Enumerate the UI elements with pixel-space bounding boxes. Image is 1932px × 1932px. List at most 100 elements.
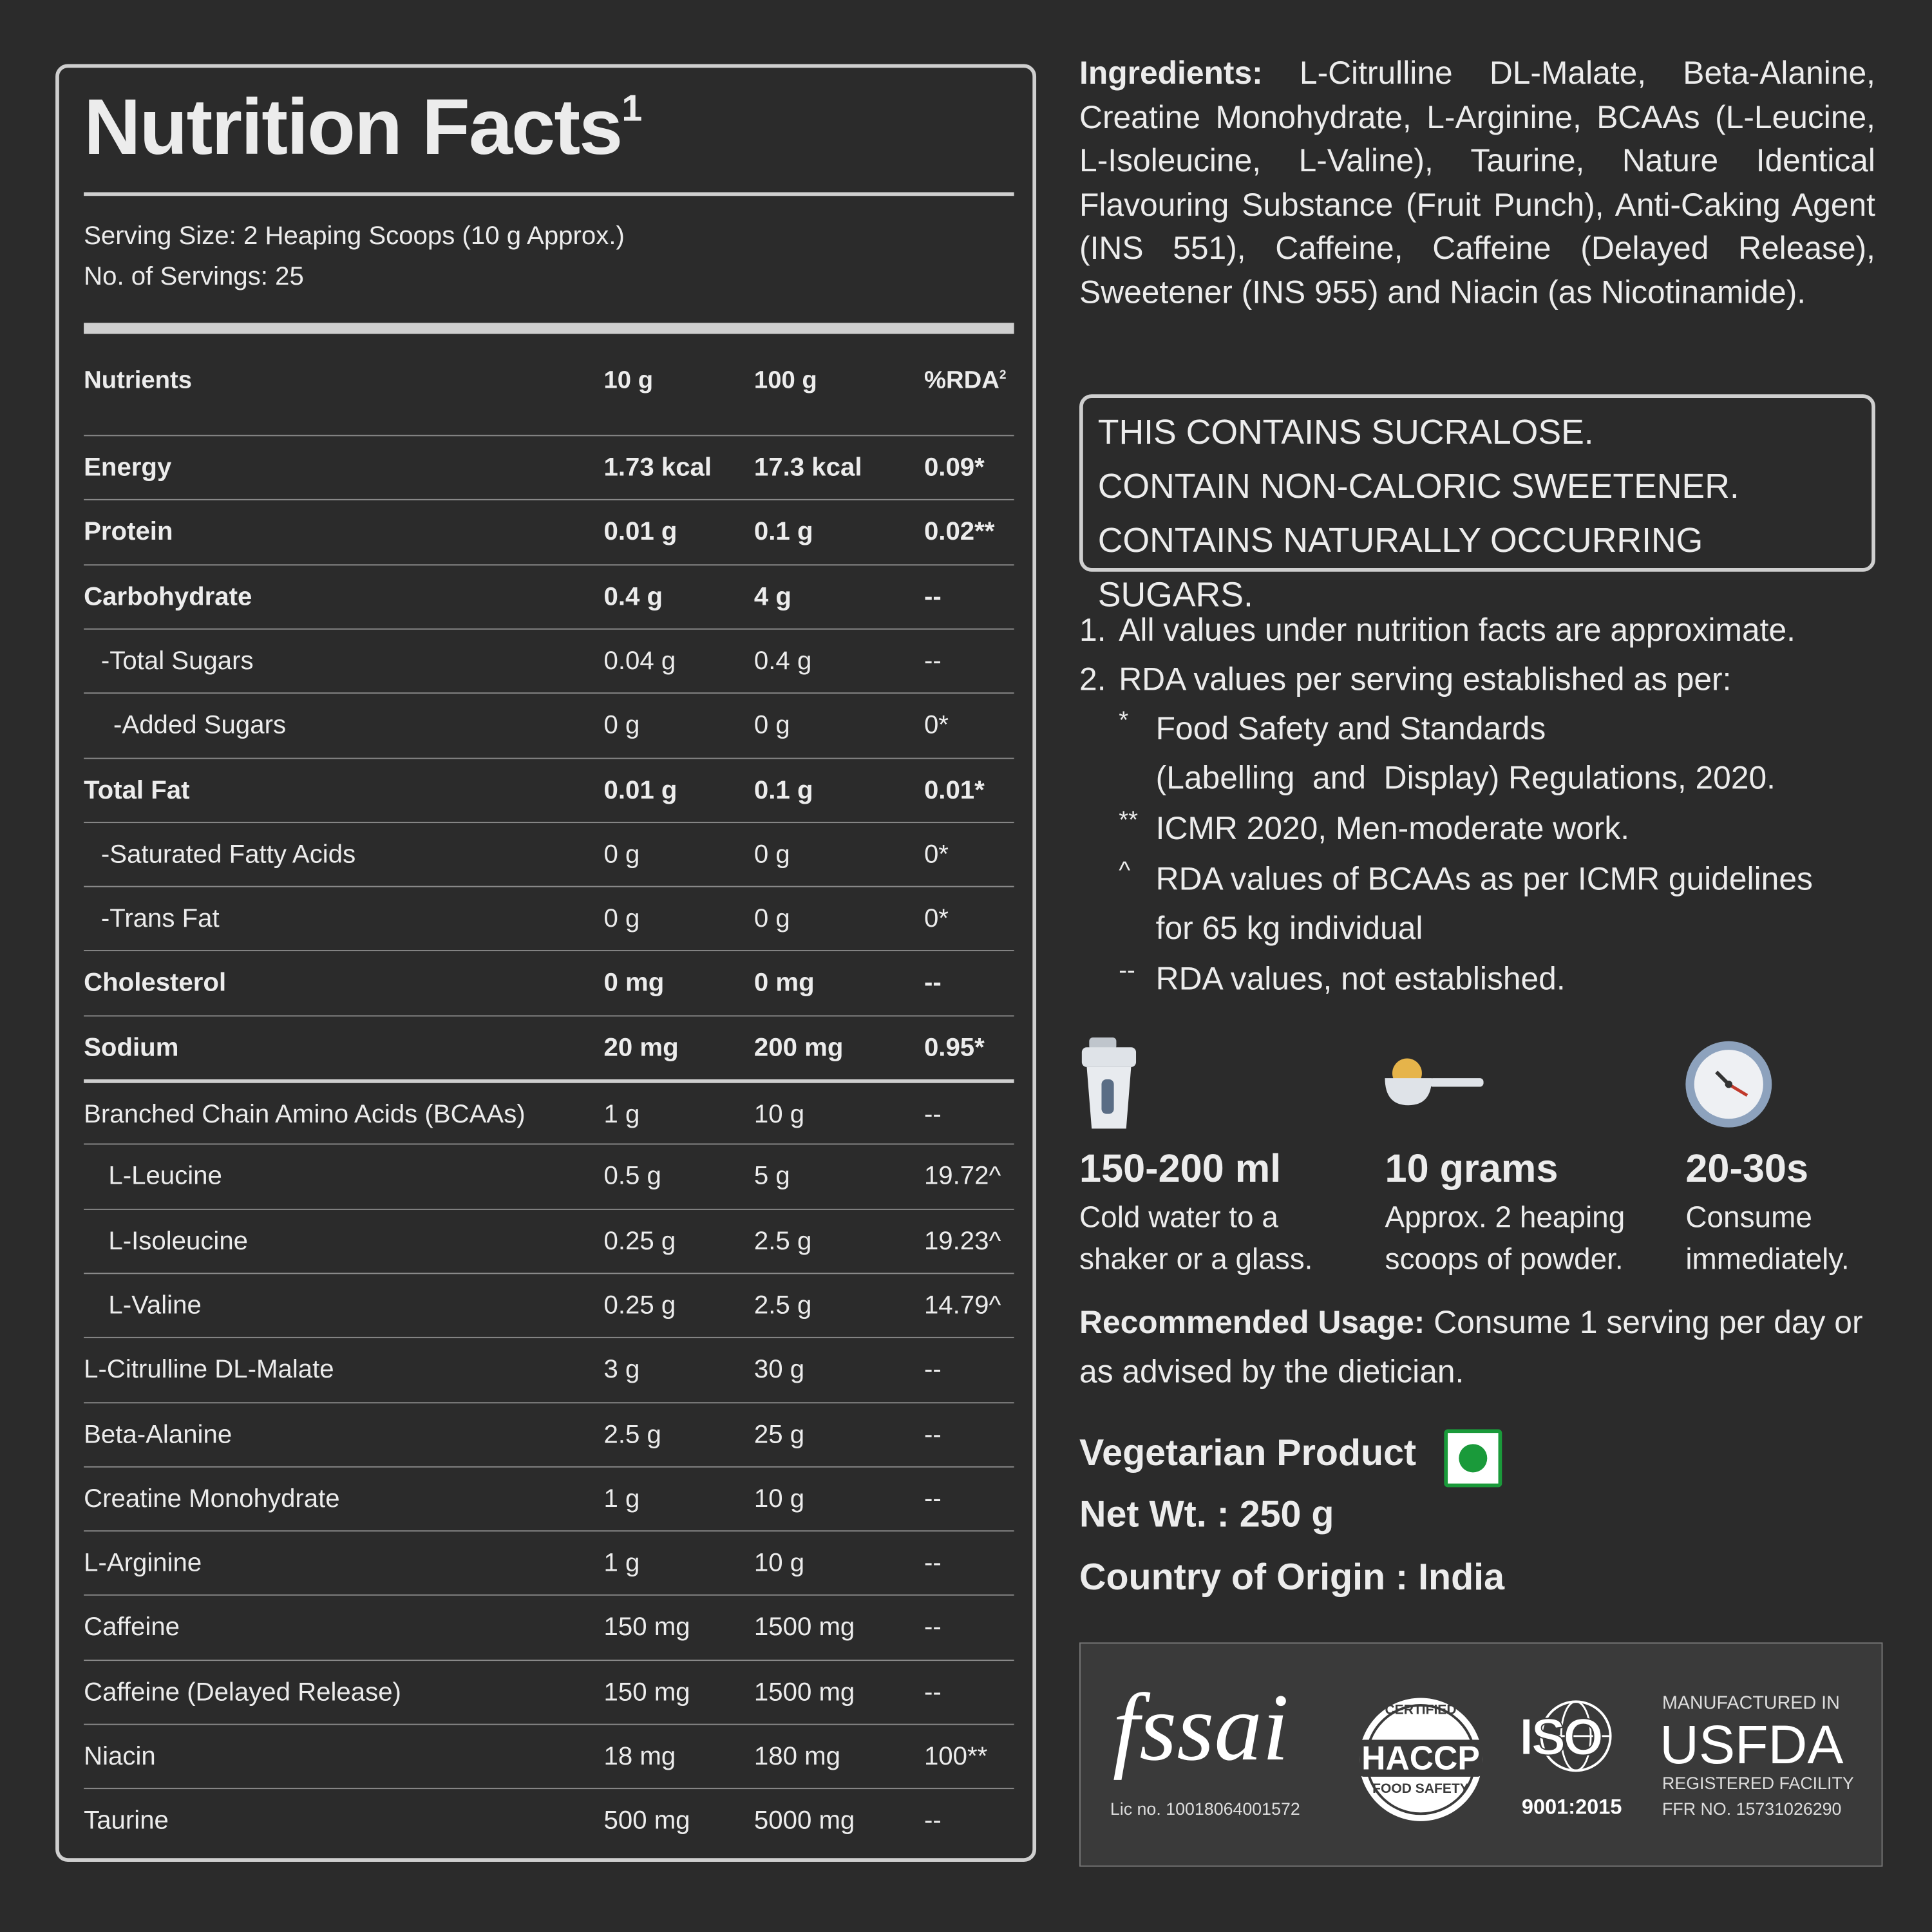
step-line: Approx. 2 heaping	[1385, 1201, 1625, 1235]
table-cell: 0*	[923, 711, 949, 740]
table-row: Niacin 18 mg 180 mg 100**	[84, 1723, 1014, 1788]
haccp-badge	[1359, 1698, 1482, 1821]
table-cell: Caffeine (Delayed Release)	[84, 1678, 401, 1707]
table-cell: L-Valine	[108, 1291, 202, 1320]
footnote: 1. All values under nutrition facts are a…	[1079, 605, 1880, 654]
table-cell: -Saturated Fatty Acids	[100, 840, 356, 869]
footnote-line: RDA values, not established.	[1155, 960, 1566, 997]
footnote-number: 2.	[1079, 660, 1106, 697]
footnote-item: ^ RDA values of BCAAs as per ICMR guideli…	[1079, 854, 1880, 952]
nutrition-panel	[55, 64, 1037, 1862]
table-cell: 1500 mg	[753, 1613, 855, 1642]
ingredients: Ingredients: L-Citrulline DL-Malate, Bet…	[1079, 52, 1875, 314]
table-cell: L-Arginine	[84, 1549, 202, 1578]
table-cell: 10 g	[753, 1484, 805, 1513]
usage-step: 10 grams Approx. 2 heaping scoops of powde…	[1385, 1141, 1625, 1282]
table-row: -Saturated Fatty Acids 0 g 0 g 0*	[84, 821, 1014, 886]
table-row: Total Fat 0.01 g 0.1 g 0.01*	[84, 757, 1014, 822]
vegetarian: Vegetarian Product	[1079, 1433, 1417, 1474]
table-cell: Creatine Monohydrate	[84, 1484, 340, 1513]
table-cell: 0.01 g	[603, 775, 677, 804]
usfda-top: MANUFACTURED IN	[1662, 1692, 1840, 1714]
warning-line: CONTAIN NON-CALORIC SWEETENER.	[1097, 467, 1739, 506]
step-amount: 20-30s	[1685, 1146, 1808, 1191]
table-cell: --	[923, 1613, 942, 1642]
table-cell: Sodium	[84, 1033, 179, 1062]
serving-size: Serving Size: 2 Heaping Scoops (10 g App…	[84, 222, 625, 251]
thick-divider	[84, 323, 1014, 334]
table-cell: --	[923, 1100, 942, 1129]
table-cell: 1.73 kcal	[603, 453, 712, 482]
table-cell: L-Isoleucine	[108, 1226, 249, 1255]
table-cell: 18 mg	[603, 1742, 676, 1771]
haccp-text: HACCP	[1361, 1739, 1480, 1777]
table-cell: 30 g	[753, 1355, 805, 1384]
table-cell: --	[923, 1420, 942, 1449]
table-cell: -Trans Fat	[100, 904, 220, 933]
table-cell: --	[923, 1484, 942, 1513]
footnote-line: ICMR 2020, Men-moderate work.	[1155, 810, 1630, 847]
table-cell: Branched Chain Amino Acids (BCAAs)	[84, 1100, 526, 1129]
table-cell: 0.4 g	[753, 647, 812, 676]
table-row: Caffeine 150 mg 1500 mg --	[84, 1595, 1014, 1660]
table-cell: 150 mg	[603, 1678, 690, 1707]
table-cell: Protein	[84, 518, 173, 547]
table-cell: 20 mg	[603, 1033, 679, 1062]
table-cell: 0.01 g	[603, 518, 677, 547]
step-line: Consume	[1685, 1201, 1812, 1235]
table-cell: 0.09*	[923, 453, 985, 482]
table-cell: 10 g	[753, 1100, 805, 1129]
table-cell: 1500 mg	[753, 1678, 855, 1707]
origin: Country of Origin : India	[1079, 1557, 1505, 1598]
servings: No. of Servings: 25	[84, 262, 304, 291]
table-row: L-Arginine 1 g 10 g --	[84, 1530, 1014, 1595]
recommended-usage: Recommended Usage: Consume 1 serving per…	[1079, 1298, 1880, 1396]
footnote-text: RDA values per serving established as pe…	[1119, 660, 1732, 697]
table-cell: Caffeine	[84, 1613, 180, 1642]
table-cell: 0*	[923, 840, 949, 869]
haccp-top: CERTIFIED	[1385, 1703, 1457, 1718]
title-text: Nutrition Facts	[84, 82, 623, 171]
table-cell: Beta-Alanine	[84, 1420, 232, 1449]
table-cell: 1 g	[603, 1100, 640, 1129]
table-cell: 0.01*	[923, 775, 985, 804]
table-cell: --	[923, 1678, 942, 1707]
table-cell: 0.5 g	[603, 1162, 661, 1191]
table-row: -Added Sugars 0 g 0 g 0*	[84, 692, 1014, 757]
table-cell: 0.04 g	[603, 647, 676, 676]
warning-line: CONTAINS NATURALLY OCCURRING SUGARS.	[1097, 521, 1703, 614]
table-cell: 0.1 g	[753, 518, 813, 547]
table-cell: 3 g	[603, 1355, 640, 1384]
table-row: Carbohydrate 0.4 g 4 g --	[84, 564, 1014, 629]
footnote-number: 1.	[1079, 611, 1106, 649]
table-row: Taurine 500 mg 5000 mg --	[84, 1788, 1014, 1853]
header-cell: Nutrients	[84, 367, 193, 395]
table-row: L-Citrulline DL-Malate 3 g 30 g --	[84, 1337, 1014, 1401]
table-cell: 0 g	[753, 711, 790, 740]
header-cell: 10 g	[603, 367, 654, 395]
footnote: 2. RDA values per serving established as …	[1079, 654, 1880, 704]
table-row: Caffeine (Delayed Release) 150 mg 1500 mg -…	[84, 1659, 1014, 1724]
step-amount: 10 grams	[1385, 1146, 1558, 1191]
footnote-item: * Food Safety and Standards (Labelling and…	[1079, 703, 1880, 802]
table-row: -Trans Fat 0 g 0 g 0*	[84, 886, 1014, 951]
table-cell: 0 g	[603, 904, 640, 933]
table-cell: 0 g	[603, 840, 640, 869]
table-cell: 0*	[923, 904, 949, 933]
table-cell: Cholesterol	[84, 969, 227, 998]
table-cell: Energy	[84, 453, 172, 482]
usfda-sub: REGISTERED FACILITY	[1662, 1773, 1854, 1793]
table-cell: 0.25 g	[603, 1291, 676, 1320]
table-row: Branched Chain Amino Acids (BCAAs) 1 g 10 …	[84, 1079, 1014, 1144]
usage-label: Recommended Usage:	[1079, 1303, 1425, 1341]
table-row: Beta-Alanine 2.5 g 25 g --	[84, 1401, 1014, 1466]
table-cell: 1 g	[603, 1484, 640, 1513]
table-cell: 0 mg	[603, 969, 665, 998]
ingredients-label: Ingredients:	[1079, 54, 1263, 91]
footnote-marker: ^	[1119, 857, 1131, 885]
table-cell: 0 g	[603, 711, 640, 740]
footnote-marker: --	[1119, 957, 1135, 985]
divider	[84, 192, 1014, 196]
usfda-text: USFDA	[1660, 1715, 1844, 1776]
table-cell: 0 g	[753, 904, 790, 933]
